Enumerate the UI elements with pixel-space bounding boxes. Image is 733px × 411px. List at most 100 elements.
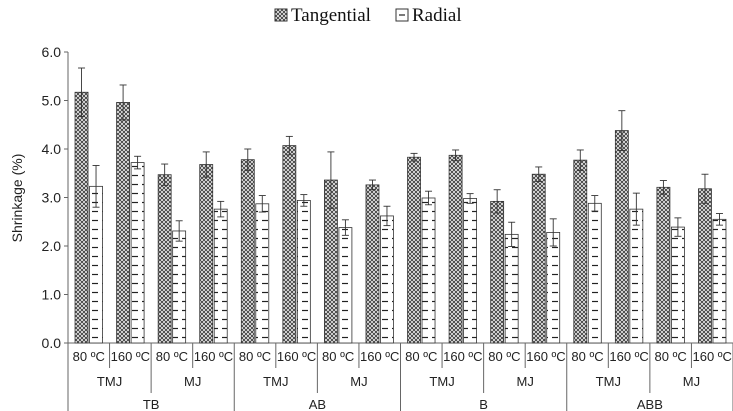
x-temperature-label: 80 ºC — [488, 349, 520, 364]
error-bar-radial — [341, 219, 349, 236]
error-bar-tangential — [576, 149, 584, 171]
bar-tangential — [407, 156, 421, 344]
bar-radial — [421, 197, 436, 344]
legend-swatch-tangential — [274, 8, 288, 22]
bar-radial — [629, 208, 644, 344]
x-temperature-label: 80 ºC — [239, 349, 271, 364]
x-species-label: TB — [143, 397, 160, 411]
x-temperature-label: 80 ºC — [571, 349, 603, 364]
legend-item-tangential: Tangential — [274, 5, 371, 26]
bar-radial — [172, 230, 187, 344]
bar-radial — [712, 218, 727, 344]
x-method-label: MJ — [184, 374, 201, 389]
x-method-label: MJ — [683, 374, 700, 389]
error-bar-tangential — [701, 173, 709, 204]
error-bar-tangential — [285, 135, 293, 156]
error-bar-radial — [258, 195, 266, 213]
bar-tangential — [531, 173, 546, 344]
legend-item-radial: Radial — [395, 5, 462, 26]
error-bar-tangential — [244, 148, 252, 171]
error-bar-radial — [425, 190, 433, 206]
error-bar-radial — [217, 200, 225, 218]
error-bar-tangential — [452, 149, 460, 162]
error-bar-tangential — [368, 179, 376, 191]
error-bar-tangential — [659, 180, 667, 195]
x-method-label: MJ — [517, 374, 534, 389]
error-bar-radial — [632, 192, 640, 226]
error-bar-tangential — [327, 151, 335, 209]
error-bar-radial — [508, 221, 516, 247]
x-method-label: TMJ — [263, 374, 288, 389]
bar-tangential — [282, 145, 297, 344]
error-bar-radial — [300, 194, 308, 207]
error-bar-radial — [383, 205, 391, 227]
error-bar-radial — [92, 165, 100, 208]
bar-radial — [213, 208, 228, 344]
y-tick-label: 4.0 — [42, 141, 62, 157]
x-temperature-label: 80 ºC — [73, 349, 105, 364]
legend-label-radial: Radial — [412, 5, 462, 26]
x-method-label: MJ — [350, 374, 367, 389]
x-species-label: AB — [309, 397, 326, 411]
y-tick-label: 6.0 — [42, 44, 62, 60]
y-axis-label: Shrinkage (%) — [9, 154, 25, 243]
x-axis-labels: 80 ºC 160 ºC 80 ºC 160 ºC 80 ºC 160 ºC 80 ºC 16… — [67, 343, 733, 411]
error-bar-tangential — [410, 152, 418, 162]
error-bar-tangential — [618, 110, 626, 151]
x-temperature-label: 80 ºC — [322, 349, 354, 364]
error-bar-radial — [591, 195, 599, 212]
bar-radial — [546, 232, 561, 344]
error-bar-radial — [674, 217, 682, 237]
y-tick-label: 5.0 — [42, 93, 62, 109]
bar-tangential — [74, 91, 89, 344]
error-bar-radial — [134, 155, 142, 170]
bar-tangential — [490, 200, 505, 344]
bar-radial — [587, 202, 602, 344]
bar-radial — [89, 185, 103, 344]
bar-radial — [671, 226, 685, 344]
x-temperature-label: 160 ºC — [194, 349, 233, 364]
y-tick-label: 2.0 — [42, 238, 62, 254]
error-bar-tangential — [202, 151, 210, 178]
x-temperature-label: 160 ºC — [609, 349, 648, 364]
x-temperature-label: 80 ºC — [655, 349, 687, 364]
bar-tangential — [573, 159, 588, 344]
bar-tangential — [240, 159, 255, 344]
error-bar-tangential — [493, 189, 501, 214]
bar-tangential — [698, 188, 712, 344]
x-species-label: B — [479, 397, 488, 411]
x-temperature-label: 80 ºC — [405, 349, 437, 364]
x-temperature-label: 160 ºC — [277, 349, 316, 364]
error-bar-radial — [175, 220, 183, 242]
bar-tangential — [199, 164, 214, 344]
y-tick-label: 1.0 — [42, 287, 62, 303]
bar-tangential — [116, 102, 130, 344]
bar-tangential — [614, 130, 629, 344]
error-bar-radial — [549, 218, 557, 247]
bar-radial — [463, 198, 477, 344]
error-bar-tangential — [535, 166, 543, 182]
legend-label-tangential: Tangential — [291, 5, 371, 26]
error-bar-tangential — [161, 163, 169, 186]
x-species-label: ABB — [637, 397, 663, 411]
bar-radial — [296, 200, 311, 344]
error-bar-radial — [466, 193, 474, 204]
x-temperature-label: 160 ºC — [360, 349, 399, 364]
bar-radial — [380, 215, 394, 344]
x-temperature-label: 160 ºC — [692, 349, 731, 364]
bar-tangential — [448, 154, 463, 344]
bar-radial — [255, 203, 270, 344]
x-temperature-label: 80 ºC — [156, 349, 188, 364]
bar-tangential — [157, 174, 172, 344]
x-temperature-label: 160 ºC — [111, 349, 150, 364]
bar-radial — [130, 162, 145, 344]
bars — [74, 67, 727, 344]
x-method-label: TMJ — [596, 374, 621, 389]
x-temperature-label: 160 ºC — [526, 349, 565, 364]
bar-tangential — [656, 186, 671, 344]
error-bar-tangential — [119, 84, 127, 121]
x-method-label: TMJ — [97, 374, 122, 389]
legend: Tangential Radial — [274, 5, 462, 26]
y-tick-label: 0.0 — [42, 335, 62, 351]
